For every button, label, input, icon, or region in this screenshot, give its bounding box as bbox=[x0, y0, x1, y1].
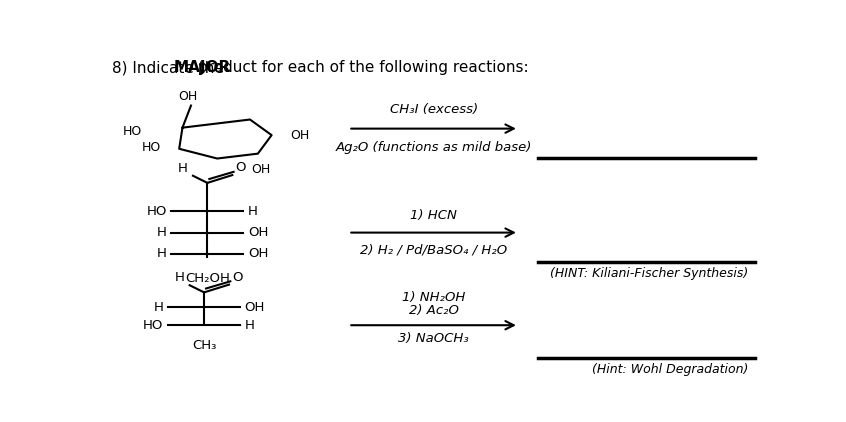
Text: OH: OH bbox=[248, 226, 268, 239]
Text: H: H bbox=[248, 205, 258, 218]
Text: 3) NaOCH₃: 3) NaOCH₃ bbox=[398, 332, 469, 345]
Text: (HINT: Kiliani-Fischer Synthesis): (HINT: Kiliani-Fischer Synthesis) bbox=[550, 267, 748, 280]
Text: OH: OH bbox=[248, 247, 268, 260]
Text: product for each of the following reactions:: product for each of the following reacti… bbox=[193, 60, 529, 76]
Text: Ag₂O (functions as mild base): Ag₂O (functions as mild base) bbox=[335, 141, 532, 154]
Text: CH₃I (excess): CH₃I (excess) bbox=[389, 103, 478, 116]
Text: HO: HO bbox=[143, 319, 163, 332]
Text: H: H bbox=[178, 162, 188, 175]
Text: (Hint: Wohl Degradation): (Hint: Wohl Degradation) bbox=[592, 362, 748, 376]
Text: O: O bbox=[233, 271, 243, 284]
Text: H: H bbox=[244, 319, 255, 332]
Text: 2) Ac₂O: 2) Ac₂O bbox=[409, 304, 459, 317]
Text: H: H bbox=[174, 271, 184, 284]
Text: HO: HO bbox=[141, 141, 161, 154]
Text: CH₂OH: CH₂OH bbox=[185, 272, 230, 285]
Text: HO: HO bbox=[146, 205, 167, 218]
Text: 2) H₂ / Pd/BaSO₄ / H₂O: 2) H₂ / Pd/BaSO₄ / H₂O bbox=[360, 243, 507, 256]
Text: OH: OH bbox=[290, 129, 310, 142]
Text: OH: OH bbox=[244, 301, 265, 314]
Text: OH: OH bbox=[179, 90, 198, 103]
Text: 1) NH₂OH: 1) NH₂OH bbox=[402, 291, 465, 304]
Text: H: H bbox=[157, 247, 167, 260]
Text: 1) HCN: 1) HCN bbox=[410, 209, 457, 222]
Text: O: O bbox=[235, 161, 246, 174]
Text: MAJOR: MAJOR bbox=[173, 60, 230, 76]
Text: OH: OH bbox=[251, 163, 271, 176]
Text: CH₃: CH₃ bbox=[192, 339, 217, 352]
Text: 8) Indicate the: 8) Indicate the bbox=[113, 60, 229, 76]
Text: HO: HO bbox=[123, 125, 142, 138]
Text: H: H bbox=[154, 301, 163, 314]
Text: H: H bbox=[157, 226, 167, 239]
